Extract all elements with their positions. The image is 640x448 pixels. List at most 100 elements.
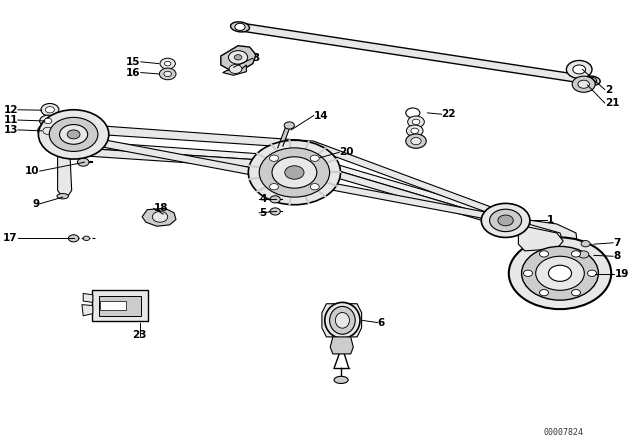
Circle shape: [285, 166, 304, 179]
Circle shape: [411, 138, 421, 145]
Text: 5: 5: [259, 208, 266, 218]
Text: 14: 14: [314, 111, 328, 121]
Circle shape: [412, 119, 420, 125]
Circle shape: [406, 108, 420, 118]
Circle shape: [536, 256, 584, 290]
Circle shape: [572, 289, 580, 296]
Polygon shape: [64, 140, 525, 226]
Circle shape: [572, 76, 595, 92]
Ellipse shape: [330, 306, 355, 334]
Ellipse shape: [584, 76, 600, 85]
Text: 15: 15: [126, 57, 141, 67]
Circle shape: [490, 209, 522, 232]
Polygon shape: [142, 208, 176, 226]
Circle shape: [234, 55, 242, 60]
Polygon shape: [322, 304, 362, 337]
Ellipse shape: [57, 194, 68, 199]
Circle shape: [269, 155, 278, 161]
Text: 3: 3: [253, 53, 260, 63]
Circle shape: [312, 155, 321, 162]
Text: 16: 16: [126, 68, 141, 78]
Circle shape: [284, 122, 294, 129]
Circle shape: [310, 184, 319, 190]
Circle shape: [38, 124, 58, 138]
Circle shape: [38, 110, 109, 159]
Circle shape: [411, 128, 419, 134]
Bar: [100, 301, 126, 310]
Circle shape: [68, 235, 79, 242]
Circle shape: [228, 51, 248, 64]
Text: 21: 21: [605, 98, 620, 108]
Text: 13: 13: [3, 125, 18, 135]
Circle shape: [481, 203, 530, 237]
Text: 8: 8: [613, 251, 620, 261]
Ellipse shape: [325, 302, 360, 338]
Polygon shape: [82, 305, 93, 316]
Circle shape: [60, 125, 88, 144]
Circle shape: [406, 125, 423, 137]
Circle shape: [164, 61, 171, 66]
Text: 17: 17: [3, 233, 18, 243]
Text: 4: 4: [259, 194, 267, 204]
Circle shape: [579, 251, 589, 258]
Ellipse shape: [334, 376, 348, 383]
Polygon shape: [58, 137, 72, 196]
Circle shape: [41, 103, 59, 116]
Polygon shape: [64, 132, 525, 226]
Polygon shape: [330, 337, 353, 354]
Text: 1: 1: [547, 215, 554, 225]
Ellipse shape: [335, 313, 349, 328]
Circle shape: [578, 80, 589, 88]
Circle shape: [43, 127, 53, 134]
Circle shape: [498, 215, 513, 226]
Text: 10: 10: [25, 166, 40, 176]
Text: 22: 22: [442, 109, 456, 119]
Circle shape: [522, 246, 598, 300]
Circle shape: [524, 270, 532, 276]
Text: 6: 6: [378, 318, 385, 327]
Ellipse shape: [230, 22, 250, 32]
Circle shape: [45, 107, 54, 113]
Circle shape: [49, 117, 98, 151]
Circle shape: [588, 78, 596, 84]
Circle shape: [548, 265, 572, 281]
Polygon shape: [64, 123, 525, 226]
Circle shape: [40, 115, 56, 127]
Polygon shape: [64, 123, 93, 143]
Circle shape: [164, 71, 172, 77]
Circle shape: [408, 116, 424, 128]
Circle shape: [588, 270, 596, 276]
Polygon shape: [525, 220, 579, 269]
Text: 7: 7: [613, 238, 621, 248]
Polygon shape: [221, 46, 256, 70]
Circle shape: [83, 236, 90, 241]
Bar: [99, 296, 141, 316]
Circle shape: [229, 65, 242, 73]
Text: 23: 23: [132, 330, 147, 340]
Circle shape: [310, 155, 319, 161]
Text: 18: 18: [154, 203, 168, 213]
Circle shape: [259, 148, 330, 197]
Circle shape: [44, 118, 52, 124]
Circle shape: [540, 289, 548, 296]
Circle shape: [235, 23, 245, 30]
Text: 19: 19: [614, 269, 628, 279]
Text: 20: 20: [339, 147, 354, 157]
Circle shape: [160, 58, 175, 69]
Circle shape: [572, 251, 580, 257]
Circle shape: [270, 208, 280, 215]
Circle shape: [269, 184, 278, 190]
Circle shape: [152, 211, 168, 222]
Polygon shape: [64, 147, 525, 233]
Circle shape: [159, 68, 176, 80]
Circle shape: [573, 65, 586, 74]
Polygon shape: [223, 65, 246, 75]
Polygon shape: [83, 293, 93, 302]
Polygon shape: [518, 226, 563, 251]
Text: 00007824: 00007824: [543, 428, 583, 437]
Circle shape: [248, 140, 340, 205]
Text: 11: 11: [3, 115, 18, 125]
Circle shape: [581, 241, 590, 247]
Text: 2: 2: [605, 85, 612, 95]
Circle shape: [540, 251, 548, 257]
